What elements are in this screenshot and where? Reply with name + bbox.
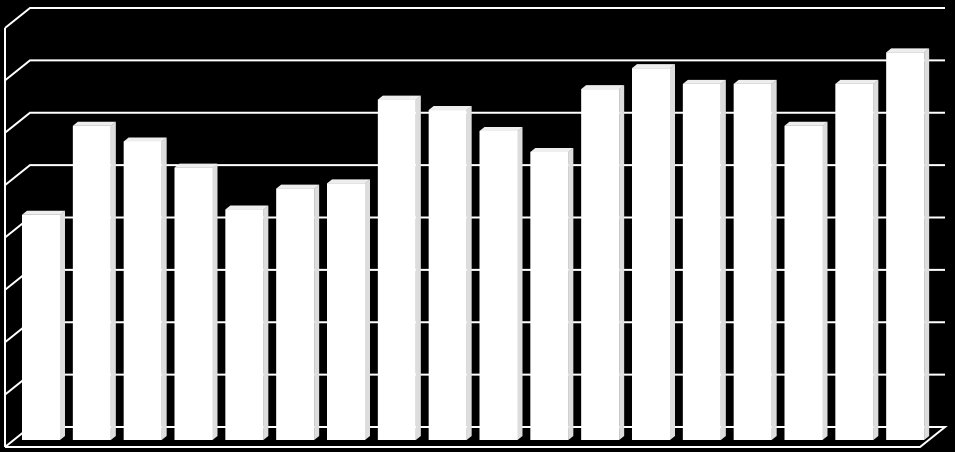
bar [276, 188, 315, 440]
bar-top [72, 121, 116, 126]
bar [784, 125, 823, 440]
bar-top [276, 184, 320, 189]
bar-side [720, 79, 726, 440]
bar-top [784, 121, 828, 126]
bar [174, 167, 213, 440]
bar-top [377, 95, 421, 100]
bar [428, 110, 467, 440]
bar-top [428, 106, 472, 111]
bar [632, 68, 670, 440]
bar-side [415, 95, 421, 440]
bar [225, 209, 264, 440]
bar [886, 52, 925, 441]
bar-side [212, 163, 218, 440]
bar-side [822, 121, 828, 440]
bar [530, 151, 569, 440]
bar-top [327, 179, 370, 184]
bar [581, 89, 620, 441]
bar-side [60, 210, 65, 440]
bar-top [530, 147, 574, 152]
bar-side [161, 137, 167, 440]
bar-side [365, 179, 370, 441]
bar-top [682, 79, 726, 84]
bar-side [771, 79, 777, 440]
bar-side [517, 126, 523, 441]
bar-side [568, 147, 574, 440]
bar-top [123, 137, 167, 142]
bar-top [886, 48, 930, 53]
bar-top [22, 210, 65, 215]
grid-line [4, 59, 945, 82]
bar-top [479, 126, 523, 131]
bar-top [733, 79, 777, 84]
bar-side [670, 64, 675, 440]
bar [327, 183, 365, 441]
bar [123, 141, 162, 440]
bar [835, 83, 874, 440]
grid-line [4, 7, 945, 29]
bar-top [174, 163, 218, 168]
bar-side [314, 184, 320, 440]
bar [22, 214, 60, 440]
bar [72, 125, 111, 440]
bar [377, 99, 416, 440]
bar-top [632, 64, 675, 69]
bar [682, 83, 721, 440]
bar-side [873, 79, 879, 440]
bar-top [835, 79, 879, 84]
bar-side [924, 48, 930, 441]
bar-side [466, 106, 472, 440]
bar-top [225, 205, 269, 210]
bar-top [581, 85, 625, 90]
bar-side [619, 85, 625, 441]
bar-side [263, 205, 269, 440]
bar-side [110, 121, 116, 440]
bar [479, 130, 518, 441]
bar [733, 83, 772, 440]
